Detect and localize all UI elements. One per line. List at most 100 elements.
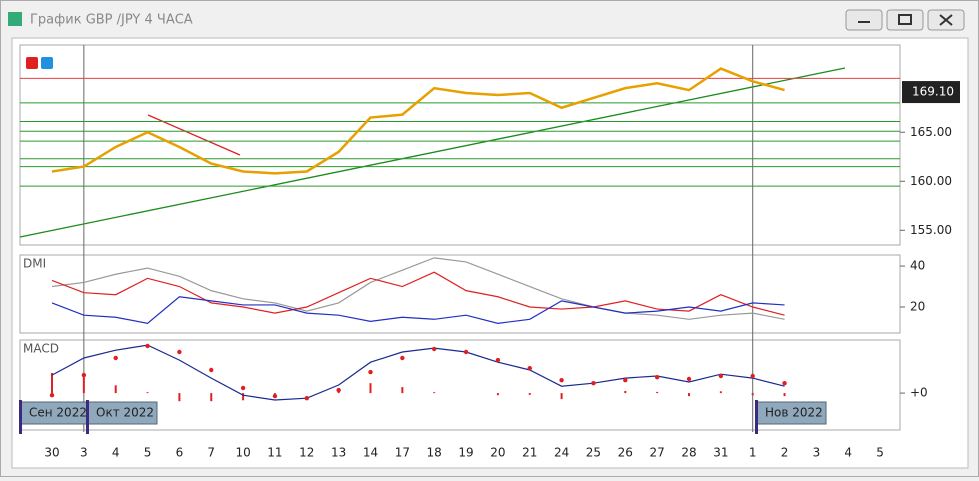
signal-dot xyxy=(177,349,182,355)
x-tick-label: 19 xyxy=(458,446,473,460)
month-label: Сен 2022 xyxy=(29,406,87,420)
series-line xyxy=(51,271,785,316)
histogram-bar xyxy=(751,393,754,396)
x-tick-label: 11 xyxy=(267,446,282,460)
histogram-bar xyxy=(401,387,404,394)
histogram-bar xyxy=(178,393,181,402)
x-tick-label: 21 xyxy=(522,446,537,460)
signal-dot xyxy=(495,357,501,363)
signal-dot xyxy=(209,367,214,373)
x-tick-label: 28 xyxy=(681,446,696,460)
pane-title: DMI xyxy=(23,257,46,271)
signal-dot xyxy=(559,378,564,383)
histogram-bar xyxy=(433,392,436,394)
signal-dot xyxy=(400,355,405,361)
signal-dot xyxy=(336,387,341,393)
pane-title: MACD xyxy=(23,342,59,356)
x-tick-label: 26 xyxy=(618,446,633,460)
signal-dot xyxy=(368,369,373,375)
x-tick-label: 20 xyxy=(490,446,505,460)
signal-dot xyxy=(463,349,469,355)
tool-icon[interactable] xyxy=(26,57,38,69)
plot: 30 3 4 5 6 7 10 11 12 13 14 17 18 19 20 21 24 25 26 27 28 31 1… xyxy=(19,45,960,460)
signal-dot xyxy=(591,381,596,386)
signal-dot xyxy=(240,385,246,391)
signal-dot xyxy=(145,343,150,349)
signal-dot xyxy=(49,393,55,398)
window-title: График GBP /JPY 4 ЧАСА xyxy=(30,13,193,28)
x-tick-label: 6 xyxy=(176,446,184,460)
signal-dot xyxy=(81,372,87,378)
tool-icon[interactable] xyxy=(41,57,53,69)
histogram-bar xyxy=(51,373,53,394)
x-tick-label: 30 xyxy=(44,446,59,460)
series-line xyxy=(51,67,785,175)
minimize-button[interactable] xyxy=(845,9,883,31)
series-line xyxy=(51,296,785,325)
price-pane xyxy=(19,44,901,246)
x-tick-label: 17 xyxy=(395,446,410,460)
y-tick-label: +0 xyxy=(910,386,928,400)
y-tick-label: 40 xyxy=(910,259,925,273)
series-line xyxy=(51,257,785,320)
x-tick-label: 12 xyxy=(299,446,314,460)
x-tick-label: 5 xyxy=(876,446,884,460)
icon xyxy=(939,14,953,26)
histogram-bar xyxy=(624,391,627,394)
x-tick-label: 5 xyxy=(144,446,152,460)
x-tick-label: 31 xyxy=(713,446,728,460)
histogram-bar xyxy=(242,393,245,401)
signal-dot xyxy=(304,396,309,401)
x-tick-label: 13 xyxy=(331,446,346,460)
chart-area xyxy=(11,37,969,469)
histogram-bar xyxy=(560,393,563,400)
x-tick-label: 4 xyxy=(112,446,120,460)
x-tick-label: 7 xyxy=(207,446,215,460)
histogram-bar xyxy=(146,392,149,394)
trend-line xyxy=(19,67,846,238)
histogram-bar xyxy=(719,391,722,394)
x-tick-label: 4 xyxy=(844,446,852,460)
y-tick-label: 155.00 xyxy=(910,223,952,237)
x-tick-label: 14 xyxy=(363,446,378,460)
signal-dot xyxy=(272,393,278,399)
signal-dot xyxy=(654,375,660,380)
month-label: Окт 2022 xyxy=(96,406,154,420)
macd-pane xyxy=(19,339,901,431)
x-tick-label: 27 xyxy=(650,446,665,460)
y-tick-label: 20 xyxy=(910,300,925,314)
signal-dot xyxy=(432,346,437,352)
histogram-bar xyxy=(82,376,85,394)
histogram-bar xyxy=(496,393,499,396)
x-tick-label: 1 xyxy=(749,446,757,460)
histogram-bar xyxy=(210,393,213,402)
x-tick-label: 3 xyxy=(80,446,88,460)
signal-dot xyxy=(623,378,628,383)
signal-dot xyxy=(686,376,692,382)
signal-dot xyxy=(113,355,118,361)
histogram-bar xyxy=(656,391,659,394)
signal-dot xyxy=(527,366,532,371)
window-buttons[interactable] xyxy=(845,9,965,31)
x-tick-label: 2 xyxy=(781,446,789,460)
y-tick-label: 165.00 xyxy=(910,125,952,139)
app-icon xyxy=(8,12,22,26)
histogram-bar xyxy=(369,383,372,394)
histogram-bar xyxy=(114,385,117,394)
icon xyxy=(898,14,912,25)
x-tick-label: 25 xyxy=(586,446,601,460)
signal-dot xyxy=(718,373,724,379)
x-tick-label: 10 xyxy=(235,446,250,460)
month-label: Нов 2022 xyxy=(765,406,823,420)
x-tick-label: 18 xyxy=(427,446,442,460)
signal-dot xyxy=(750,373,755,379)
signal-dot xyxy=(782,381,787,386)
histogram-bar xyxy=(528,393,531,395)
histogram-bar xyxy=(783,393,786,397)
y-tick-label: 160.00 xyxy=(910,174,952,188)
maximize-button[interactable] xyxy=(886,9,924,31)
histogram-bar xyxy=(688,393,690,397)
dmi-pane xyxy=(19,254,901,334)
series-line xyxy=(51,344,785,401)
